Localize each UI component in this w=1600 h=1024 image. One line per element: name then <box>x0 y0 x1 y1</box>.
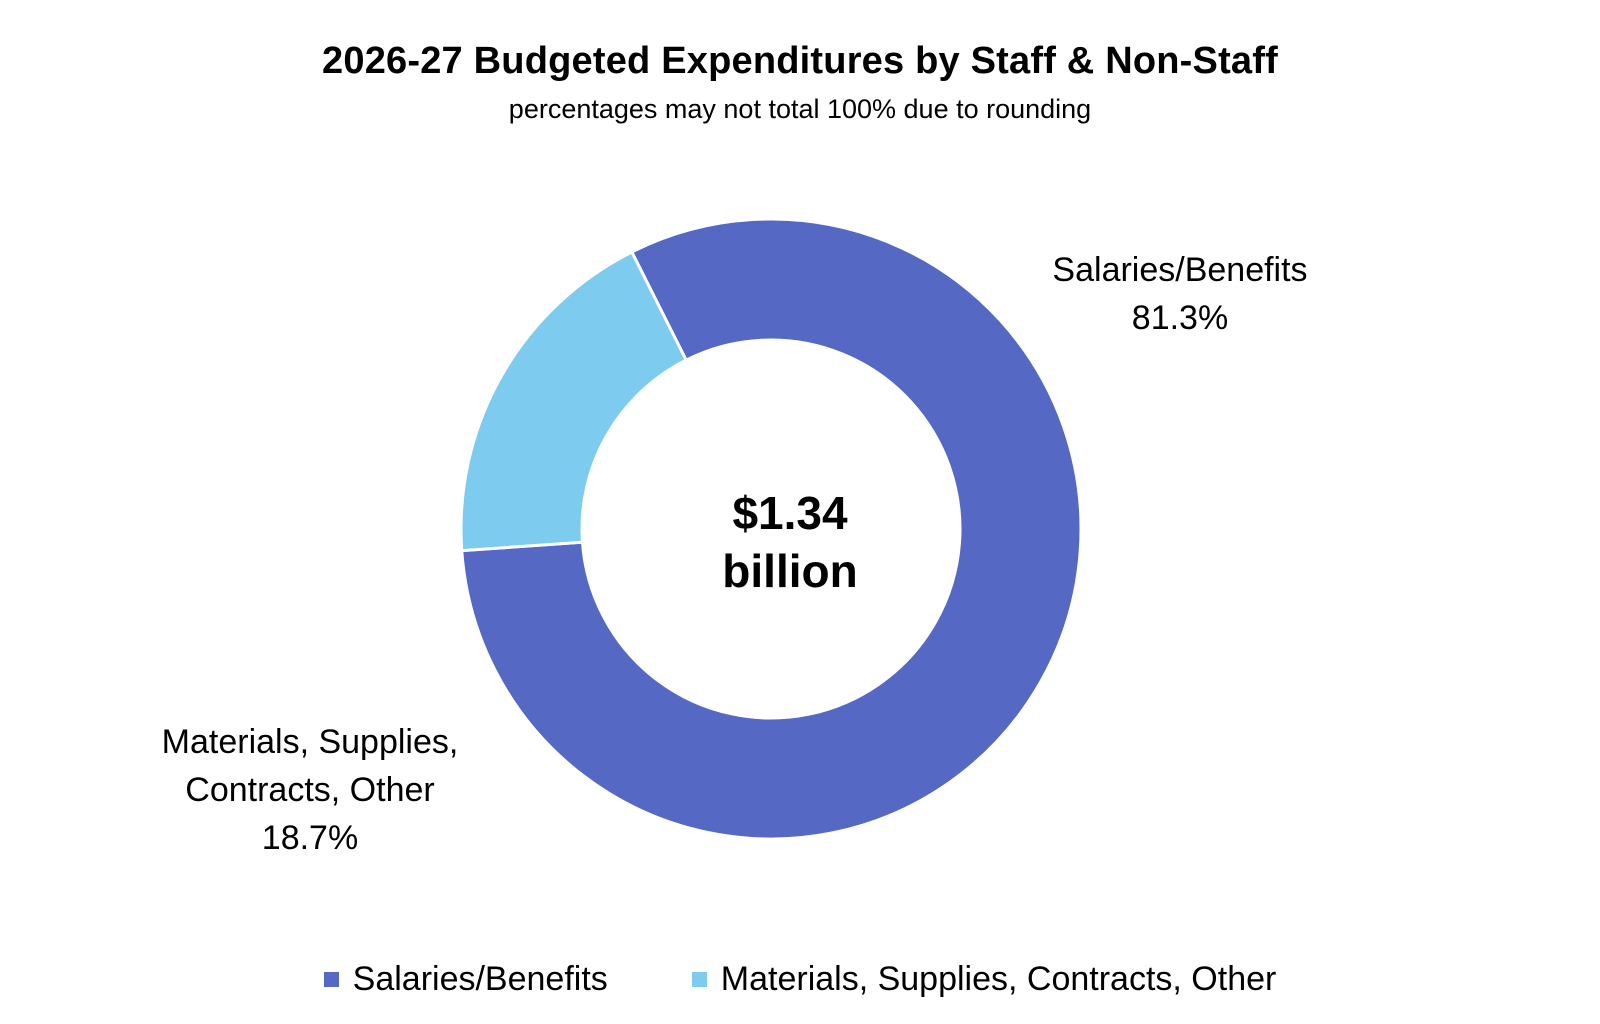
legend-swatch-materials <box>691 972 707 987</box>
data-label-salaries-benefits: Salaries/Benefits 81.3% <box>1000 246 1360 342</box>
chart-subtitle: percentages may not total 100% due to ro… <box>508 94 1092 124</box>
donut-slice-salaries-benefits <box>460 217 1083 841</box>
legend-label-materials: Materials, Supplies, Contracts, Other <box>720 960 1277 998</box>
data-label-materials-supplies: Materials, Supplies, Contracts, Other 18… <box>120 718 500 862</box>
donut-slice-materials-supplies-contracts-other <box>459 249 689 553</box>
donut-slices <box>459 217 1083 841</box>
data-label-materials-name-line1: Materials, Supplies, <box>161 723 459 761</box>
legend-swatch-salaries <box>323 972 339 987</box>
center-total-amount: $1.34 <box>732 487 848 539</box>
legend-item-salaries-benefits: Salaries/Benefits <box>323 960 608 999</box>
chart-legend: Salaries/Benefits Materials, Supplies, C… <box>0 960 1600 999</box>
data-label-materials-value: 18.7% <box>261 819 359 857</box>
legend-label-salaries: Salaries/Benefits <box>352 960 608 998</box>
legend-item-materials-supplies: Materials, Supplies, Contracts, Other <box>691 960 1277 999</box>
center-total-label: $1.34 billion <box>640 484 940 600</box>
data-label-salaries-value: 81.3% <box>1131 299 1229 337</box>
data-label-materials-name-line2: Contracts, Other <box>185 771 435 809</box>
center-total-unit: billion <box>722 545 858 597</box>
data-label-salaries-name: Salaries/Benefits <box>1052 251 1308 289</box>
chart-title: 2026-27 Budgeted Expenditures by Staff &… <box>322 40 1278 82</box>
